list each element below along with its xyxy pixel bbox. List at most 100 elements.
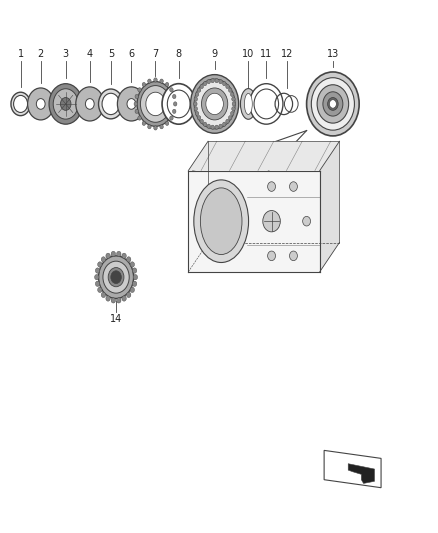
Circle shape: [268, 251, 276, 261]
Circle shape: [311, 78, 354, 130]
Circle shape: [165, 83, 169, 87]
Circle shape: [101, 292, 106, 297]
Circle shape: [130, 287, 134, 293]
Circle shape: [122, 296, 126, 301]
Circle shape: [99, 89, 123, 119]
Circle shape: [111, 251, 116, 256]
Circle shape: [194, 102, 197, 106]
Ellipse shape: [200, 188, 242, 255]
Circle shape: [146, 92, 165, 116]
Circle shape: [60, 98, 71, 110]
Text: 13: 13: [327, 49, 339, 59]
Circle shape: [223, 82, 226, 86]
Circle shape: [197, 116, 201, 120]
Circle shape: [49, 84, 82, 124]
Circle shape: [203, 122, 207, 126]
Circle shape: [290, 182, 297, 191]
Circle shape: [106, 296, 110, 301]
Circle shape: [132, 268, 137, 273]
Circle shape: [229, 88, 232, 92]
Circle shape: [138, 116, 141, 120]
Text: 5: 5: [108, 49, 114, 59]
Circle shape: [232, 107, 235, 111]
Circle shape: [162, 84, 195, 124]
Circle shape: [207, 79, 210, 84]
Circle shape: [132, 281, 137, 286]
Circle shape: [133, 274, 138, 280]
Circle shape: [103, 261, 129, 293]
Circle shape: [101, 257, 106, 262]
Circle shape: [137, 82, 174, 126]
Circle shape: [232, 102, 236, 106]
Circle shape: [206, 93, 223, 115]
Circle shape: [215, 78, 219, 83]
Ellipse shape: [244, 93, 252, 115]
Circle shape: [219, 124, 223, 128]
Text: 4: 4: [87, 49, 93, 59]
Circle shape: [135, 109, 138, 114]
Circle shape: [85, 99, 94, 109]
Circle shape: [211, 78, 214, 83]
Circle shape: [111, 271, 121, 284]
Circle shape: [102, 93, 120, 115]
Circle shape: [160, 125, 163, 129]
Circle shape: [194, 79, 235, 129]
Circle shape: [154, 126, 157, 130]
Circle shape: [167, 90, 190, 118]
Text: 11: 11: [260, 49, 272, 59]
Circle shape: [195, 111, 199, 116]
Circle shape: [328, 98, 338, 110]
Circle shape: [200, 119, 204, 124]
Circle shape: [173, 109, 176, 114]
Circle shape: [250, 84, 283, 124]
Circle shape: [135, 94, 138, 99]
Circle shape: [134, 102, 138, 106]
Circle shape: [98, 262, 102, 267]
Circle shape: [226, 84, 229, 88]
Circle shape: [207, 124, 210, 128]
Circle shape: [117, 298, 121, 303]
Circle shape: [230, 92, 234, 96]
Text: 2: 2: [38, 49, 44, 59]
Circle shape: [127, 99, 136, 109]
Circle shape: [200, 84, 204, 88]
Circle shape: [317, 85, 349, 123]
Circle shape: [122, 253, 126, 259]
Circle shape: [53, 88, 78, 119]
Circle shape: [98, 287, 102, 293]
Polygon shape: [320, 141, 339, 272]
Circle shape: [170, 116, 173, 120]
Ellipse shape: [240, 88, 256, 119]
Circle shape: [201, 88, 228, 120]
Circle shape: [11, 92, 30, 116]
Circle shape: [268, 182, 276, 191]
Circle shape: [223, 122, 226, 126]
Text: 10: 10: [242, 49, 254, 59]
Circle shape: [160, 79, 163, 83]
Circle shape: [14, 95, 28, 112]
Circle shape: [154, 78, 157, 82]
Circle shape: [191, 75, 239, 133]
Circle shape: [303, 216, 311, 226]
Circle shape: [194, 97, 198, 101]
Text: 7: 7: [152, 49, 159, 59]
Text: 14: 14: [110, 314, 122, 325]
Circle shape: [203, 82, 207, 86]
Text: 6: 6: [128, 49, 134, 59]
Circle shape: [76, 87, 104, 121]
Circle shape: [36, 99, 45, 109]
Circle shape: [106, 253, 110, 259]
Circle shape: [226, 119, 229, 124]
Ellipse shape: [194, 180, 249, 263]
Circle shape: [229, 116, 232, 120]
Circle shape: [142, 83, 146, 87]
Text: 9: 9: [212, 49, 218, 59]
Circle shape: [232, 97, 235, 101]
Circle shape: [165, 121, 169, 125]
Circle shape: [127, 257, 131, 262]
Polygon shape: [188, 171, 320, 272]
Circle shape: [263, 211, 280, 232]
Circle shape: [142, 121, 146, 125]
Circle shape: [127, 292, 131, 297]
Circle shape: [307, 72, 359, 136]
